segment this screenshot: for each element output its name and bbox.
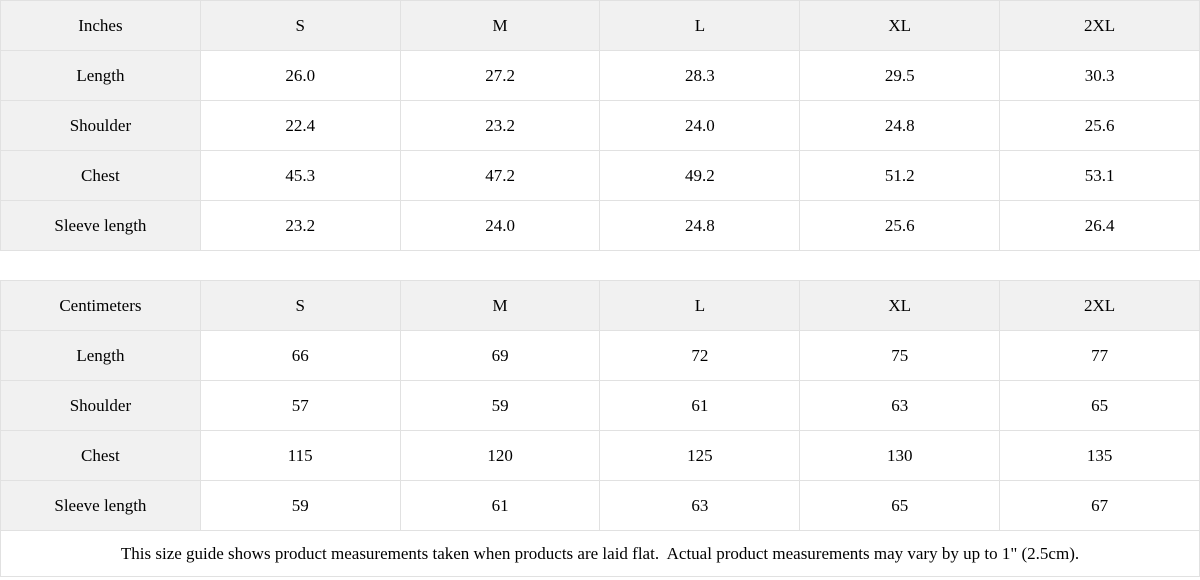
measurement-value: 65 xyxy=(999,380,1200,431)
size-column-header-xl: XL xyxy=(799,280,1001,331)
measurement-label: Shoulder xyxy=(0,380,201,431)
measurement-value: 135 xyxy=(999,430,1200,481)
measurement-value: 53.1 xyxy=(999,150,1200,201)
inches-header-row: Inches S M L XL 2XL xyxy=(0,0,1200,51)
measurement-value: 130 xyxy=(799,430,1001,481)
measurement-value: 23.2 xyxy=(199,200,401,251)
measurement-value: 120 xyxy=(399,430,601,481)
measurement-value: 47.2 xyxy=(399,150,601,201)
measurement-value: 125 xyxy=(599,430,801,481)
measurement-value: 75 xyxy=(799,330,1001,381)
measurement-value: 45.3 xyxy=(199,150,401,201)
size-column-header-2xl: 2XL xyxy=(999,280,1200,331)
centimeters-table: Centimeters S M L XL 2XL Length 66 69 72… xyxy=(0,280,1200,531)
measurement-value: 28.3 xyxy=(599,50,801,101)
measurement-value: 63 xyxy=(799,380,1001,431)
measurement-value: 27.2 xyxy=(399,50,601,101)
measurement-value: 69 xyxy=(399,330,601,381)
size-guide-note: This size guide shows product measuremen… xyxy=(0,531,1200,577)
table-row-shoulder-cm: Shoulder 57 59 61 63 65 xyxy=(0,380,1200,431)
measurement-value: 59 xyxy=(199,480,401,531)
unit-header-centimeters: Centimeters xyxy=(0,280,201,331)
measurement-value: 115 xyxy=(199,430,401,481)
size-column-header-xl: XL xyxy=(799,0,1001,51)
measurement-value: 23.2 xyxy=(399,100,601,151)
table-row-chest-cm: Chest 115 120 125 130 135 xyxy=(0,430,1200,481)
table-row-sleeve-cm: Sleeve length 59 61 63 65 67 xyxy=(0,480,1200,531)
measurement-value: 24.0 xyxy=(599,100,801,151)
measurement-value: 51.2 xyxy=(799,150,1001,201)
measurement-value: 25.6 xyxy=(799,200,1001,251)
size-column-header-m: M xyxy=(399,280,601,331)
table-gap-spacer xyxy=(0,251,1200,280)
measurement-label: Length xyxy=(0,330,201,381)
table-row-length-cm: Length 66 69 72 75 77 xyxy=(0,330,1200,381)
table-row-length-in: Length 26.0 27.2 28.3 29.5 30.3 xyxy=(0,50,1200,101)
measurement-label: Chest xyxy=(0,430,201,481)
measurement-value: 49.2 xyxy=(599,150,801,201)
measurement-value: 65 xyxy=(799,480,1001,531)
measurement-label: Sleeve length xyxy=(0,200,201,251)
measurement-value: 67 xyxy=(999,480,1200,531)
measurement-value: 24.8 xyxy=(599,200,801,251)
unit-header-inches: Inches xyxy=(0,0,201,51)
measurement-value: 26.0 xyxy=(199,50,401,101)
measurement-value: 30.3 xyxy=(999,50,1200,101)
measurement-value: 25.6 xyxy=(999,100,1200,151)
measurement-value: 63 xyxy=(599,480,801,531)
inches-table: Inches S M L XL 2XL Length 26.0 27.2 28.… xyxy=(0,0,1200,251)
measurement-label: Shoulder xyxy=(0,100,201,151)
size-column-header-l: L xyxy=(599,0,801,51)
centimeters-header-row: Centimeters S M L XL 2XL xyxy=(0,280,1200,331)
table-row-sleeve-in: Sleeve length 23.2 24.0 24.8 25.6 26.4 xyxy=(0,200,1200,251)
measurement-label: Length xyxy=(0,50,201,101)
table-row-chest-in: Chest 45.3 47.2 49.2 51.2 53.1 xyxy=(0,150,1200,201)
measurement-value: 66 xyxy=(199,330,401,381)
measurement-value: 77 xyxy=(999,330,1200,381)
measurement-value: 59 xyxy=(399,380,601,431)
table-row-shoulder-in: Shoulder 22.4 23.2 24.0 24.8 25.6 xyxy=(0,100,1200,151)
size-column-header-s: S xyxy=(199,280,401,331)
measurement-value: 72 xyxy=(599,330,801,381)
measurement-value: 57 xyxy=(199,380,401,431)
size-column-header-s: S xyxy=(199,0,401,51)
size-column-header-l: L xyxy=(599,280,801,331)
measurement-value: 29.5 xyxy=(799,50,1001,101)
measurement-value: 26.4 xyxy=(999,200,1200,251)
measurement-value: 22.4 xyxy=(199,100,401,151)
measurement-label: Sleeve length xyxy=(0,480,201,531)
measurement-value: 61 xyxy=(599,380,801,431)
measurement-value: 61 xyxy=(399,480,601,531)
size-column-header-2xl: 2XL xyxy=(999,0,1200,51)
size-column-header-m: M xyxy=(399,0,601,51)
measurement-value: 24.8 xyxy=(799,100,1001,151)
measurement-value: 24.0 xyxy=(399,200,601,251)
measurement-label: Chest xyxy=(0,150,201,201)
